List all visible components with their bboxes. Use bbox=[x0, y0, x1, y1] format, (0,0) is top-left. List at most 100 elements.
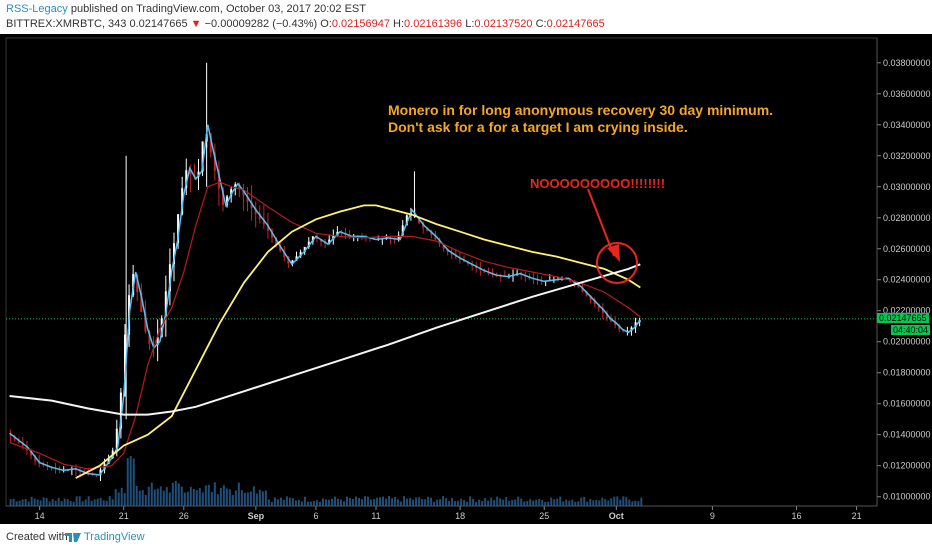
candle-body bbox=[291, 260, 294, 264]
y-tick-label: 0.03600000 bbox=[883, 89, 931, 99]
series-line-ma_medium bbox=[9, 181, 641, 470]
candle-body bbox=[303, 246, 306, 253]
volume-bar bbox=[12, 498, 15, 506]
volume-bar bbox=[321, 498, 324, 506]
volume-bar bbox=[478, 499, 481, 506]
volume-bar bbox=[105, 500, 108, 506]
volume-bar bbox=[345, 496, 348, 506]
volume-bar bbox=[463, 500, 466, 506]
volume-bar bbox=[388, 496, 391, 506]
low-label: L: bbox=[465, 18, 475, 30]
volume-bar bbox=[466, 501, 469, 506]
price-chart[interactable]: 0.01000000 0.01200000 0.01400000 0.01600000… bbox=[0, 34, 932, 524]
volume-bar bbox=[333, 496, 336, 506]
candle-body bbox=[226, 196, 229, 205]
volume-bar bbox=[96, 498, 99, 506]
candle-body bbox=[148, 331, 151, 345]
candle-body bbox=[144, 311, 147, 332]
candle-body bbox=[177, 214, 180, 244]
y-tick-label: 0.03800000 bbox=[883, 58, 931, 68]
volume-bar bbox=[198, 487, 201, 506]
volume-bar bbox=[315, 500, 318, 506]
volume-bar bbox=[147, 486, 150, 506]
volume-bar bbox=[499, 498, 502, 506]
volume-bar bbox=[508, 500, 511, 506]
y-tick-label: 0.02400000 bbox=[883, 275, 931, 285]
volume-bar bbox=[69, 500, 72, 506]
volume-bar bbox=[547, 501, 550, 506]
y-tick-label: 0.03000000 bbox=[883, 182, 931, 192]
volume-bar bbox=[261, 491, 264, 506]
volume-bar bbox=[418, 497, 421, 506]
volume-bar bbox=[625, 497, 628, 506]
x-tick-label: 11 bbox=[371, 511, 380, 521]
volume-bar bbox=[364, 496, 367, 506]
volume-bar bbox=[514, 499, 517, 506]
volume-bar bbox=[75, 496, 78, 506]
candle-body bbox=[283, 250, 286, 258]
volume-bar bbox=[370, 499, 373, 506]
volume-bar bbox=[231, 494, 234, 506]
volume-bar bbox=[598, 500, 601, 506]
volume-bar bbox=[487, 500, 490, 506]
volume-bar bbox=[358, 497, 361, 506]
volume-bar bbox=[213, 482, 216, 506]
chart-area[interactable]: 0.01000000 0.01200000 0.01400000 0.01600000… bbox=[0, 34, 932, 524]
candle-body bbox=[597, 304, 600, 309]
y-tick-label: 0.01200000 bbox=[883, 461, 931, 471]
close-value: 0.02147665 bbox=[546, 18, 605, 30]
candle-body bbox=[164, 291, 167, 319]
volume-bar bbox=[595, 499, 598, 506]
candle-body bbox=[605, 312, 608, 319]
volume-bar bbox=[54, 500, 57, 506]
volume-bar bbox=[222, 485, 225, 506]
candle-body bbox=[589, 295, 592, 300]
candle-body bbox=[152, 344, 155, 346]
candle-body bbox=[168, 264, 171, 292]
volume-bar bbox=[616, 496, 619, 506]
volume-bar bbox=[427, 496, 430, 506]
volume-bar bbox=[397, 499, 400, 506]
volume-bar bbox=[526, 501, 529, 506]
volume-bar bbox=[532, 500, 535, 506]
x-tick-label: 26 bbox=[179, 511, 189, 521]
candle-body bbox=[119, 392, 122, 429]
volume-bar bbox=[297, 499, 300, 506]
open-label: O: bbox=[320, 18, 332, 30]
candle-body bbox=[123, 334, 126, 393]
x-tick-label: Oct bbox=[609, 511, 624, 521]
volume-bar bbox=[559, 496, 562, 506]
volume-bar bbox=[204, 485, 207, 506]
candle-body bbox=[287, 257, 290, 264]
candle-body bbox=[618, 325, 621, 330]
symbol-name: BITTREX:XMRBTC, 343 bbox=[6, 18, 127, 30]
candle-body bbox=[30, 450, 33, 456]
y-tick-label: 0.03200000 bbox=[883, 151, 931, 161]
volume-bar bbox=[129, 455, 132, 506]
username-link[interactable]: RSS-Legacy bbox=[6, 3, 68, 15]
arrow-head bbox=[607, 244, 620, 262]
volume-bar bbox=[237, 482, 240, 506]
publish-line: RSS-Legacy published on TradingView.com,… bbox=[6, 3, 366, 15]
tradingview-link[interactable]: TradingView bbox=[84, 531, 145, 543]
volume-bar bbox=[66, 499, 69, 506]
main-annotation[interactable]: Monero in for long anonymous recovery 30… bbox=[388, 102, 773, 136]
volume-bar bbox=[430, 497, 433, 506]
nooo-annotation[interactable]: NOOOOOOOOO!!!!!!!! bbox=[530, 176, 666, 191]
volume-bar bbox=[433, 501, 436, 506]
y-tick-label: 0.03400000 bbox=[883, 120, 931, 130]
volume-bar bbox=[601, 497, 604, 506]
candle-body bbox=[279, 244, 282, 251]
volume-bar bbox=[475, 501, 478, 506]
series-line-ma_slow bbox=[75, 204, 641, 479]
volume-bar bbox=[216, 494, 219, 506]
volume-bar bbox=[565, 499, 568, 506]
volume-bar bbox=[174, 480, 177, 506]
volume-bar bbox=[339, 499, 342, 506]
candle-body bbox=[593, 299, 596, 305]
volume-bar bbox=[538, 498, 541, 506]
candle-body bbox=[601, 308, 604, 313]
volume-bar bbox=[312, 500, 315, 506]
y-tick-label: 0.01800000 bbox=[883, 368, 931, 378]
volume-bar bbox=[586, 501, 589, 506]
